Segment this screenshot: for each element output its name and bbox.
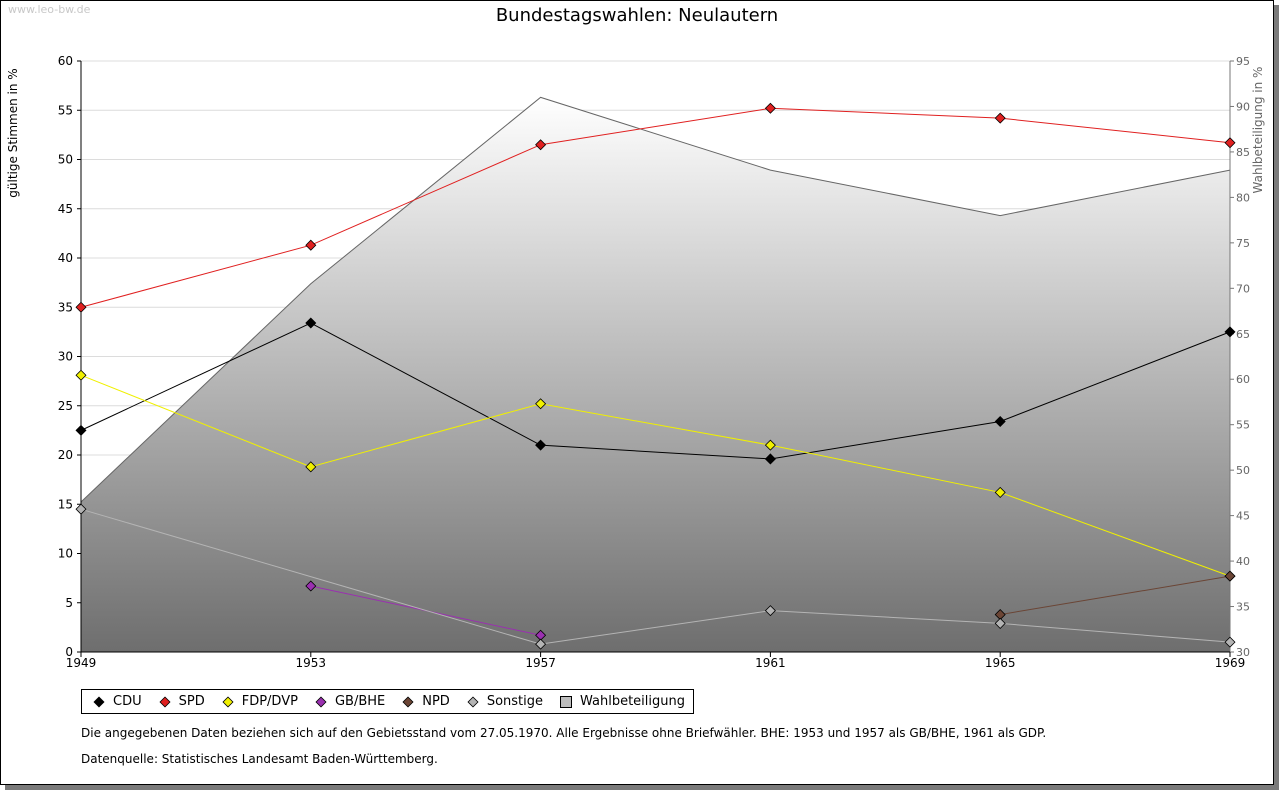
point-cdu-1957 [535,439,547,451]
footnote-gebietsstand: Die angegebenen Daten beziehen sich auf … [81,726,1047,740]
point-spd-1969 [1224,137,1236,149]
legend-label-cdu: CDU [113,694,142,709]
series-line-cdu [80,322,1231,460]
turnout-area [81,97,1230,652]
legend-marker-spd [159,695,171,708]
legend-item-npd: NPD [401,694,450,709]
y2-tick-label-50: 50 [1236,464,1250,477]
footnote-datenquelle: Datenquelle: Statistisches Landesamt Bad… [81,752,438,766]
point-fdp-dvp-1965 [994,486,1006,498]
y-tick-label-0: 0 [65,645,73,659]
legend-marker-wahlbeteiligung [560,695,572,708]
point-cdu-1969 [1224,326,1236,338]
legend-label-fdp-dvp: FDP/DVP [241,694,298,709]
y2-tick-label-55: 55 [1236,419,1250,432]
y-tick-label-45: 45 [58,202,73,216]
legend-marker-npd [402,695,414,708]
legend-marker-gb-bhe [315,695,327,708]
y-tick-label-10: 10 [58,547,73,561]
legend-label-spd: SPD [178,694,205,709]
y-tick-label-60: 60 [58,54,73,68]
legend-item-fdp-dvp: FDP/DVP [221,694,298,709]
point-npd-1965 [994,609,1006,621]
point-fdp-dvp-1957 [535,398,547,410]
y-tick-label-15: 15 [58,497,73,511]
legend-marker-sonstige [467,695,479,708]
y-tick-label-55: 55 [58,103,73,117]
point-fdp-dvp-1953 [305,461,317,473]
point-fdp-dvp-1949 [75,369,87,381]
turnout-line [80,96,1231,503]
legend-marker-fdp-dvp [222,695,234,708]
y2-tick-label-30: 30 [1236,646,1250,659]
legend-item-cdu: CDU [92,694,142,709]
point-spd-1953 [305,239,317,251]
legend: CDU SPD FDP/DVP GB/BHE NPD Sonstige Wahlbeteil… [81,689,695,714]
legend-label-wahlbeteiligung: Wahlbeteiligung [580,694,686,709]
y-tick-label-20: 20 [58,448,73,462]
point-npd-1969 [1224,570,1236,582]
x-tick-label-1949: 1949 [66,656,97,670]
y2-tick-label-80: 80 [1236,191,1250,204]
y-tick-label-30: 30 [58,350,73,364]
y2-axis-title: Wahlbeteiligung in % [1251,67,1265,194]
y2-tick-label-65: 65 [1236,328,1250,341]
x-tick-label-1969: 1969 [1215,656,1246,670]
y2-tick-label-75: 75 [1236,237,1250,250]
point-sonstige-1969 [1224,636,1236,648]
point-cdu-1961 [764,453,776,465]
x-tick-label-1953: 1953 [296,656,327,670]
y2-tick-label-45: 45 [1236,510,1250,523]
legend-marker-cdu [93,695,105,708]
series-line-npd [1000,575,1231,616]
y2-tick-label-60: 60 [1236,373,1250,386]
legend-label-gb-bhe: GB/BHE [334,694,386,709]
legend-item-wahlbeteiligung: Wahlbeteiligung [559,694,685,709]
x-tick-label-1957: 1957 [525,656,556,670]
legend-label-sonstige: Sonstige [486,694,543,709]
legend-label-npd: NPD [422,694,450,709]
legend-item-sonstige: Sonstige [466,694,543,709]
series-line-fdp-dvp [80,374,1231,577]
y-tick-label-5: 5 [65,596,73,610]
chart-title: Bundestagswahlen: Neulautern [496,5,778,26]
y-tick-label-35: 35 [58,300,73,314]
y2-tick-label-95: 95 [1236,55,1250,68]
point-spd-1965 [994,112,1006,124]
point-sonstige-1965 [994,617,1006,629]
point-cdu-1953 [305,317,317,329]
point-sonstige-1949 [75,503,87,515]
y-axis-title: gültige Stimmen in % [6,68,20,197]
y2-tick-label-70: 70 [1236,282,1250,295]
point-spd-1961 [764,102,776,114]
y-tick-label-40: 40 [58,251,73,265]
point-sonstige-1957 [535,638,547,650]
series-line-spd [80,107,1231,308]
x-tick-label-1965: 1965 [985,656,1016,670]
point-gb-bhe-1953 [305,580,317,592]
y2-tick-label-90: 90 [1236,100,1250,113]
y2-tick-label-85: 85 [1236,146,1250,159]
legend-item-spd: SPD [158,694,205,709]
point-cdu-1949 [75,424,87,436]
legend-item-gb-bhe: GB/BHE [314,694,385,709]
y2-tick-label-35: 35 [1236,601,1250,614]
y2-tick-label-40: 40 [1236,555,1250,568]
y-tick-label-25: 25 [58,399,73,413]
point-spd-1949 [75,301,87,313]
x-tick-label-1961: 1961 [755,656,786,670]
watermark: www.leo-bw.de [8,3,91,16]
point-cdu-1965 [994,415,1006,428]
y-tick-label-50: 50 [58,153,73,167]
point-gb-bhe-1957 [535,629,547,641]
point-spd-1957 [535,139,547,151]
point-sonstige-1961 [764,605,776,617]
point-fdp-dvp-1961 [764,439,776,451]
